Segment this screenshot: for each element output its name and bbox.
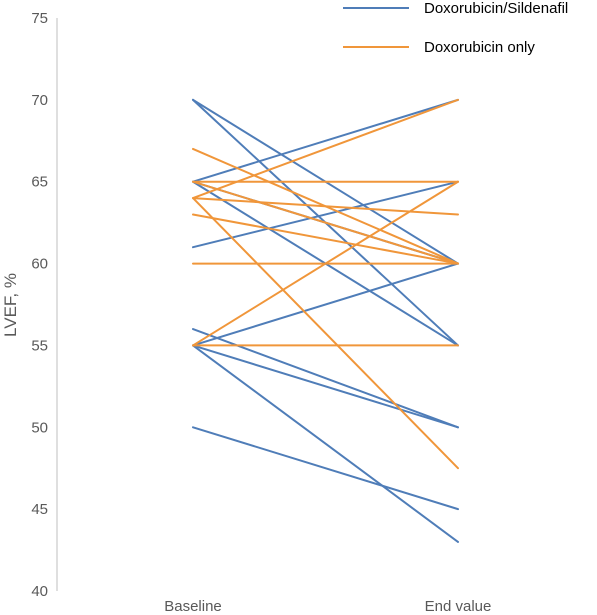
series-1-line bbox=[192, 213, 459, 265]
series-1-line bbox=[192, 180, 459, 265]
y-tick-label: 50 bbox=[31, 419, 48, 436]
y-tick-label: 60 bbox=[31, 256, 48, 273]
series-0-line bbox=[192, 98, 459, 183]
legend-label: Doxorubicin/Sildenafil bbox=[424, 0, 568, 17]
y-tick-label: 40 bbox=[31, 583, 48, 600]
series-0-line bbox=[192, 328, 459, 429]
y-tick-label: 65 bbox=[31, 174, 48, 191]
x-tick-label: End value bbox=[425, 598, 492, 615]
series-0-line bbox=[192, 180, 459, 249]
x-tick-labels: Baseline End value bbox=[164, 598, 491, 615]
series-0-line bbox=[192, 344, 459, 429]
y-tick-label: 75 bbox=[31, 10, 48, 27]
series-0-line bbox=[192, 426, 459, 511]
x-tick-label: Baseline bbox=[164, 598, 222, 615]
series-1-line bbox=[192, 180, 459, 347]
series-1-line bbox=[192, 197, 459, 470]
series-1-line bbox=[192, 197, 459, 216]
y-tick-labels: 40 45 50 55 60 65 70 75 bbox=[31, 10, 48, 600]
series-1-line bbox=[192, 98, 459, 200]
series-0-line bbox=[192, 344, 459, 543]
y-tick-label: 45 bbox=[31, 501, 48, 518]
series-0-line bbox=[192, 262, 459, 347]
legend-label: Doxorubicin only bbox=[424, 39, 535, 56]
y-tick-label: 55 bbox=[31, 337, 48, 354]
y-axis-title: LVEF, % bbox=[1, 273, 20, 337]
series-lines bbox=[192, 98, 459, 543]
y-tick-label: 70 bbox=[31, 92, 48, 109]
legend: Doxorubicin/Sildenafil Doxorubicin only bbox=[343, 0, 568, 56]
